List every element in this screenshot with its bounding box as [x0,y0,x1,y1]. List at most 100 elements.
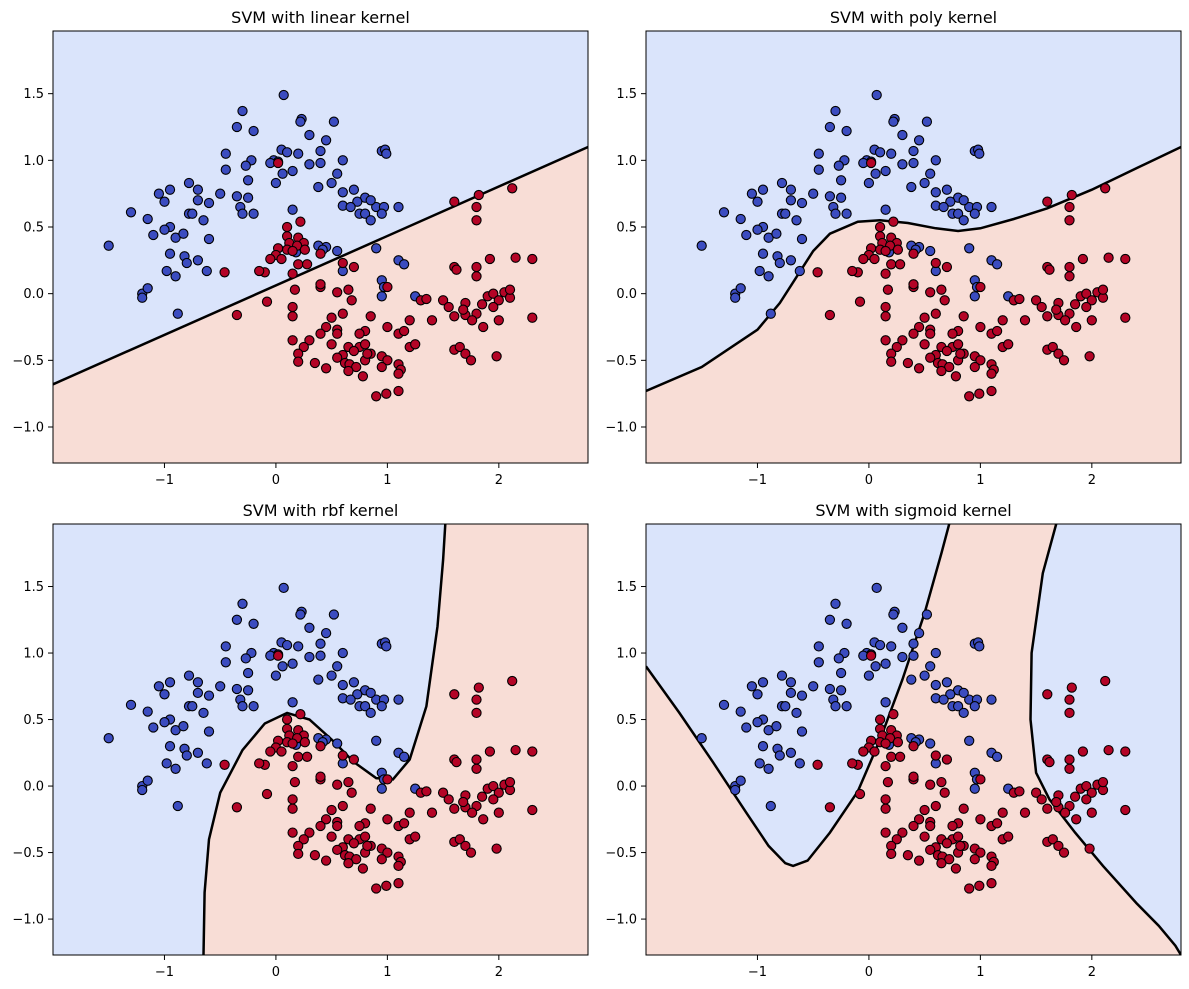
point-class0 [841,125,852,137]
point-class1 [1064,271,1075,282]
point-class0 [148,722,159,733]
point-class0 [908,157,919,169]
point-class0 [203,197,215,209]
point-class0 [203,690,215,701]
point-class1 [527,312,538,323]
point-class0 [371,735,382,746]
y-tick-label: 0.0 [23,780,44,795]
point-class0 [172,800,183,812]
x-tick-label: 1 [976,965,984,980]
point-class1 [346,295,357,306]
point-class1 [298,834,309,845]
point-class1 [882,776,894,788]
point-class0 [203,233,215,245]
point-class0 [897,622,908,633]
point-class1 [919,312,930,323]
point-class0 [835,667,847,679]
point-class0 [187,208,198,219]
point-class1 [888,709,899,720]
point-class1 [880,268,891,279]
point-class0 [841,208,852,219]
point-class1 [471,261,482,273]
point-class1 [332,328,343,339]
point-class1 [865,157,877,169]
point-class1 [393,878,404,889]
point-class0 [376,208,387,219]
point-class1 [362,840,373,852]
point-class1 [488,794,499,805]
point-class1 [880,803,891,814]
point-class1 [343,776,354,788]
point-class1 [343,284,354,295]
point-class1 [854,296,866,307]
point-class1 [947,820,958,832]
point-class1 [326,339,337,350]
point-class1 [451,756,462,768]
point-class1 [1120,253,1131,265]
point-class1 [824,802,836,813]
point-class1 [847,265,858,277]
point-class0 [332,661,343,672]
point-class1 [332,844,343,856]
point-class1 [348,838,360,849]
point-class0 [765,308,776,319]
point-class0 [277,661,288,672]
y-tick-label: 0.5 [616,713,637,728]
point-class1 [1019,807,1031,818]
decision-boundary [202,524,447,955]
point-class1 [343,365,354,377]
point-class1 [1066,682,1077,693]
point-class1 [1120,746,1131,757]
point-class0 [986,694,997,705]
point-class0 [808,188,819,199]
point-class0 [187,701,198,712]
point-class1 [449,689,460,700]
point-class1 [507,183,518,194]
point-class1 [930,257,941,269]
point-class1 [301,751,313,762]
point-class1 [1064,754,1075,765]
point-class0 [835,192,847,203]
point-class1 [930,750,941,761]
point-class1 [371,391,382,402]
point-class1 [964,883,975,894]
y-tick-label: 0.0 [616,287,637,302]
point-class0 [237,701,248,712]
point-class1 [287,301,298,313]
point-class1 [908,820,919,832]
point-class1 [382,355,393,366]
point-class1 [527,253,538,265]
point-class1 [894,751,906,762]
point-class1 [231,309,243,321]
point-class1 [398,325,410,337]
point-class1 [272,650,284,661]
point-class0 [871,582,882,594]
point-class0 [365,687,376,699]
point-class1 [332,820,343,832]
subplot-title: SVM with sigmoid kernel [815,501,1011,520]
point-class1 [880,760,891,772]
point-class1 [880,794,891,805]
point-class1 [471,201,482,213]
point-class0 [964,243,975,254]
point-class0 [215,188,226,199]
point-class0 [771,228,782,239]
point-class1 [493,315,504,326]
point-class0 [164,741,176,752]
point-class0 [763,271,774,282]
point-class1 [365,311,376,322]
point-class1 [975,774,986,785]
point-class1 [460,348,471,359]
point-class0 [304,129,315,141]
point-class1 [421,293,432,305]
y-tick-label: 0.5 [23,713,44,728]
point-class1 [1003,339,1014,350]
point-class1 [986,368,997,379]
point-class0 [192,747,204,758]
x-tick-label: −1 [748,965,767,980]
point-class0 [921,609,933,620]
point-class1 [393,385,404,397]
point-class0 [785,255,797,266]
point-class0 [332,245,343,257]
y-tick-label: −1.0 [605,913,637,928]
